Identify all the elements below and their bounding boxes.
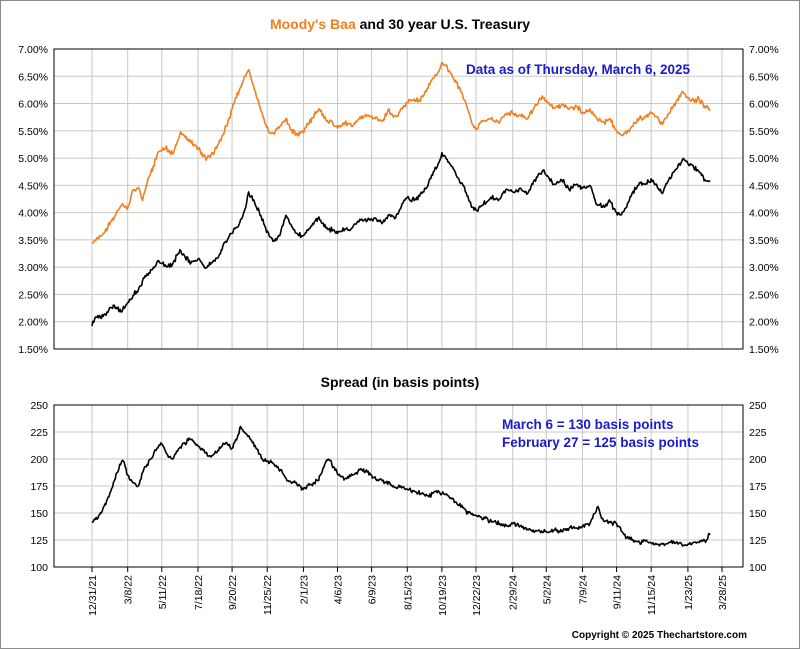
spread-chart-y-tick-label-right: 200 bbox=[749, 454, 767, 466]
top-chart-lines bbox=[91, 61, 711, 327]
spread-chart-x-tick-label: 12/22/23 bbox=[471, 575, 483, 616]
top-chart-y-tick-label-left: 1.50% bbox=[18, 344, 48, 356]
spread-chart-y-tick-label-right: 150 bbox=[749, 508, 767, 520]
spread-annotation-march: March 6 = 130 basis points bbox=[502, 417, 673, 432]
top-chart-annotation: Data as of Thursday, March 6, 2025 bbox=[466, 62, 691, 77]
spread-chart-y-tick-label-left: 225 bbox=[30, 427, 48, 439]
spread-chart-x-tick-label: 11/25/22 bbox=[262, 575, 274, 615]
top-chart-y-tick-label-left: 7.00% bbox=[18, 44, 48, 56]
top-chart-y-tick-label-right: 6.50% bbox=[749, 71, 779, 83]
top-chart-y-tick-label-left: 6.00% bbox=[18, 99, 48, 111]
top-chart-y-tick-label-right: 2.00% bbox=[749, 317, 779, 329]
top-chart-y-tick-label-right: 5.50% bbox=[749, 126, 779, 138]
spread-chart-x-ticks: 12/31/21 3/8/22 5/11/22 7/18/22 9/20/22 11/25… bbox=[87, 567, 729, 616]
top-chart-y-tick-label-right: 4.50% bbox=[749, 180, 779, 192]
top-chart-y-tick-label-left: 2.50% bbox=[18, 289, 48, 301]
spread-chart-x-tick-label: 6/9/23 bbox=[367, 575, 379, 604]
top-chart-y-tick-label-left: 5.00% bbox=[18, 153, 48, 165]
spread-chart-x-tick-label: 5/2/24 bbox=[541, 575, 553, 604]
spread-chart-lines bbox=[91, 425, 711, 547]
spread-chart: 100 100 125 125 150 150 175 175 200 200 225 225 250 2… bbox=[30, 400, 766, 616]
spread-chart-title: Spread (in basis points) bbox=[321, 374, 480, 390]
top-chart-y-tick-label-left: 3.50% bbox=[18, 235, 48, 247]
spread-chart-x-tick-label: 10/19/23 bbox=[437, 575, 449, 616]
top-chart-y-tick-label-right: 5.00% bbox=[749, 153, 779, 165]
top-chart-y-tick-label-left: 4.00% bbox=[18, 208, 48, 220]
top-chart-series-30-year-u-s-treasury bbox=[91, 151, 711, 327]
spread-chart-x-tick-label: 2/29/24 bbox=[508, 575, 520, 610]
spread-chart-y-tick-label-left: 150 bbox=[30, 508, 48, 520]
copyright-text: Copyright © 2025 Thechartstore.com bbox=[572, 630, 747, 641]
spread-chart-x-tick-label: 3/8/22 bbox=[123, 575, 135, 604]
top-chart-y-tick-label-right: 3.50% bbox=[749, 235, 779, 247]
spread-chart-y-tick-label-right: 225 bbox=[749, 427, 767, 439]
spread-chart-y-tick-label-left: 250 bbox=[30, 400, 48, 412]
top-chart-y-tick-label-right: 4.00% bbox=[749, 208, 779, 220]
spread-chart-x-tick-label: 3/28/25 bbox=[717, 575, 729, 610]
spread-chart-x-tick-label: 7/18/22 bbox=[193, 575, 205, 610]
spread-chart-x-tick-label: 7/9/24 bbox=[577, 575, 589, 604]
top-chart-y-tick-label-right: 2.50% bbox=[749, 289, 779, 301]
spread-chart-y-ticks: 100 100 125 125 150 150 175 175 200 200 225 225 250 2… bbox=[30, 400, 766, 574]
top-chart: 1.50% 1.50% 2.00% 2.00% 2.50% 2.50% 3.00% 3.00%… bbox=[18, 44, 779, 356]
spread-chart-y-tick-label-left: 175 bbox=[30, 481, 48, 493]
spread-chart-x-tick-label: 9/20/22 bbox=[227, 575, 239, 610]
top-chart-y-tick-label-right: 7.00% bbox=[749, 44, 779, 56]
top-chart-title-baa: Moody's Baa bbox=[270, 16, 356, 32]
spread-chart-y-tick-label-right: 125 bbox=[749, 535, 767, 547]
spread-chart-y-tick-label-left: 100 bbox=[30, 562, 48, 574]
top-chart-y-ticks: 1.50% 1.50% 2.00% 2.00% 2.50% 2.50% 3.00% 3.00%… bbox=[18, 44, 779, 356]
top-chart-plot-frame bbox=[53, 48, 744, 350]
spread-chart-y-tick-label-right: 100 bbox=[749, 562, 767, 574]
spread-chart-x-tick-label: 11/15/24 bbox=[646, 575, 658, 615]
top-chart-title-treasury: and 30 year U.S. Treasury bbox=[356, 16, 531, 32]
spread-chart-x-tick-label: 12/31/21 bbox=[87, 575, 99, 616]
spread-chart-x-tick-label: 9/11/24 bbox=[612, 575, 624, 609]
spread-chart-x-tick-label: 5/11/22 bbox=[157, 575, 169, 609]
top-chart-y-tick-label-left: 5.50% bbox=[18, 126, 48, 138]
top-chart-title: Moody's Baa and 30 year U.S. Treasury bbox=[270, 16, 530, 32]
spread-chart-y-tick-label-right: 175 bbox=[749, 481, 767, 493]
spread-chart-x-tick-label: 1/23/25 bbox=[683, 575, 695, 610]
top-chart-y-tick-label-right: 3.00% bbox=[749, 262, 779, 274]
top-chart-y-tick-label-left: 6.50% bbox=[18, 71, 48, 83]
top-chart-series-moody-s-baa bbox=[91, 61, 711, 245]
spread-chart-plot-frame bbox=[53, 404, 744, 568]
spread-chart-y-tick-label-right: 250 bbox=[749, 400, 767, 412]
spread-chart-x-tick-label: 2/1/23 bbox=[298, 575, 310, 604]
spread-chart-y-tick-label-left: 200 bbox=[30, 454, 48, 466]
spread-chart-x-tick-label: 4/6/23 bbox=[333, 575, 345, 604]
top-chart-y-tick-label-left: 2.00% bbox=[18, 317, 48, 329]
spread-chart-x-tick-label: 8/15/23 bbox=[402, 575, 414, 610]
spread-chart-series-spread bbox=[91, 425, 711, 547]
top-chart-y-tick-label-left: 4.50% bbox=[18, 180, 48, 192]
spread-annotation-february: February 27 = 125 basis points bbox=[502, 435, 699, 450]
top-chart-y-tick-label-right: 1.50% bbox=[749, 344, 779, 356]
top-chart-y-tick-label-right: 6.00% bbox=[749, 99, 779, 111]
spread-chart-y-tick-label-left: 125 bbox=[30, 535, 48, 547]
top-chart-y-tick-label-left: 3.00% bbox=[18, 262, 48, 274]
